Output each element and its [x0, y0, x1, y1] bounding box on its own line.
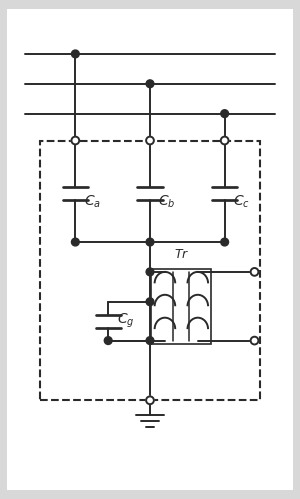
Circle shape [250, 268, 258, 276]
Bar [152, 269, 211, 344]
Circle shape [71, 238, 79, 246]
Circle shape [146, 238, 154, 246]
Circle shape [146, 396, 154, 404]
Text: $Tr$: $Tr$ [174, 248, 189, 260]
Text: $C_b$: $C_b$ [158, 194, 176, 211]
Circle shape [146, 137, 154, 144]
Circle shape [250, 337, 258, 344]
Text: $C_c$: $C_c$ [233, 194, 250, 211]
Circle shape [221, 238, 229, 246]
Text: $C_a$: $C_a$ [84, 194, 101, 211]
Circle shape [146, 80, 154, 88]
Circle shape [221, 137, 229, 144]
Circle shape [146, 337, 154, 344]
Circle shape [146, 298, 154, 306]
Bar [40, 141, 260, 400]
Circle shape [146, 268, 154, 276]
Circle shape [71, 137, 79, 144]
Text: $C_g$: $C_g$ [117, 312, 134, 330]
Circle shape [71, 50, 79, 58]
Circle shape [221, 110, 229, 117]
Circle shape [104, 337, 112, 344]
